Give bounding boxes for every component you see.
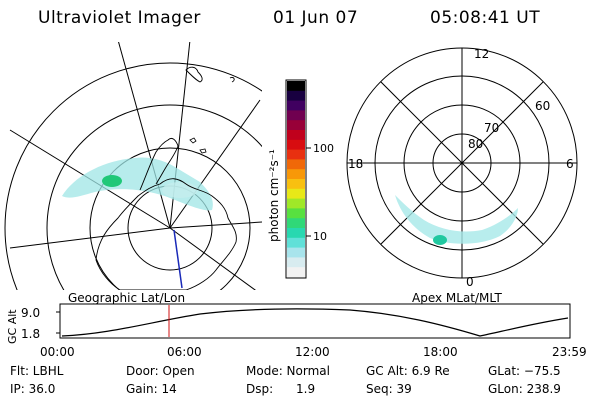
info-gain: Gain: 14 [126,382,177,396]
info-gc-alt: GC Alt: 6.9 Re [366,364,450,378]
info-door: Door: Open [126,364,195,378]
colorbar-band [287,179,305,190]
info-mode: Mode: Normal [246,364,330,378]
observation-time: 05:08:41 UT [430,8,541,28]
info-ip: IP: 36.0 [10,382,56,396]
colorbar-band [287,169,305,180]
colorbar-band [287,130,305,141]
lat-circle-outer [46,104,262,290]
colorbar-band [287,139,305,151]
altitude-plot: 9.0 1.8 GC Alt 00:00 06:00 12:00 18:00 2… [6,303,587,359]
info-filter: Flt: LBHL [10,364,64,378]
altitude-plot-frame [59,303,571,339]
colorbar-band [287,208,305,219]
time-tick-0000: 00:00 [40,345,75,359]
instrument-title: Ultraviolet Imager [38,8,201,28]
lat-circle-mid [89,147,251,290]
info-glat: GLat: −75.5 [488,364,561,378]
observation-date: 01 Jun 07 [273,8,359,28]
colorbar-band [287,237,305,249]
colorbar-band [287,267,305,278]
colorbar-band [287,247,305,258]
time-tick-1200: 12:00 [295,345,330,359]
mlat-label-60: 60 [535,99,550,113]
antarctica-coastline [95,178,237,290]
alt-ylabel: GC Alt [6,309,19,344]
colorbar-frame [285,79,307,279]
colorbar-band [287,228,305,239]
time-tick-0600: 06:00 [167,345,202,359]
altitude-curve [61,308,569,337]
colorbar-band [287,188,305,200]
colorbar-tick-100: 100 [313,142,334,155]
time-tick-2359: 23:59 [552,345,587,359]
colorbar-band [287,100,305,111]
mlat-label-80: 80 [468,137,483,151]
aurora-peak [102,175,122,187]
mlt-label-12: 12 [474,47,489,61]
colorbar-band [287,90,305,102]
colorbar-band [287,218,305,229]
colorbar-unit-label: photon cm⁻²s⁻¹ [267,149,281,242]
apex-map: 80 70 60 12 0 18 6 [346,47,578,289]
mlt-label-6: 6 [566,157,574,171]
apex-aurora-oval [395,195,518,244]
mlat-label-70: 70 [484,121,499,135]
mlt-label-0: 0 [466,275,474,289]
geographic-map: 80 70 60 12 0 18 6 100 10 photon cm⁻²s⁻¹ [4,42,578,290]
info-glon: GLon: 238.9 [488,382,561,396]
colorbar-tick-10: 10 [313,230,327,243]
colorbar-band [287,257,305,268]
info-dsp: Dsp: 1.9 [246,382,316,396]
alt-tick-1.8: 1.8 [21,327,40,341]
geographic-caption: Geographic Lat/Lon [68,291,186,305]
subsatellite-pointer [173,229,183,289]
lat-circle-outermost [4,62,262,290]
time-tick-1800: 18:00 [423,345,458,359]
apex-caption: Apex MLat/MLT [412,291,502,305]
colorbar-band [287,120,305,131]
apex-aurora-peak [433,235,447,245]
colorbar-band [287,198,305,209]
colorbar-band [287,110,305,121]
mlt-label-18: 18 [348,157,363,171]
info-seq: Seq: 39 [366,382,412,396]
colorbar-band [287,149,305,160]
colorbar: 100 10 photon cm⁻²s⁻¹ [267,79,334,279]
colorbar-band [287,159,305,170]
alt-tick-9: 9.0 [21,306,40,320]
colorbar-band [287,81,305,92]
